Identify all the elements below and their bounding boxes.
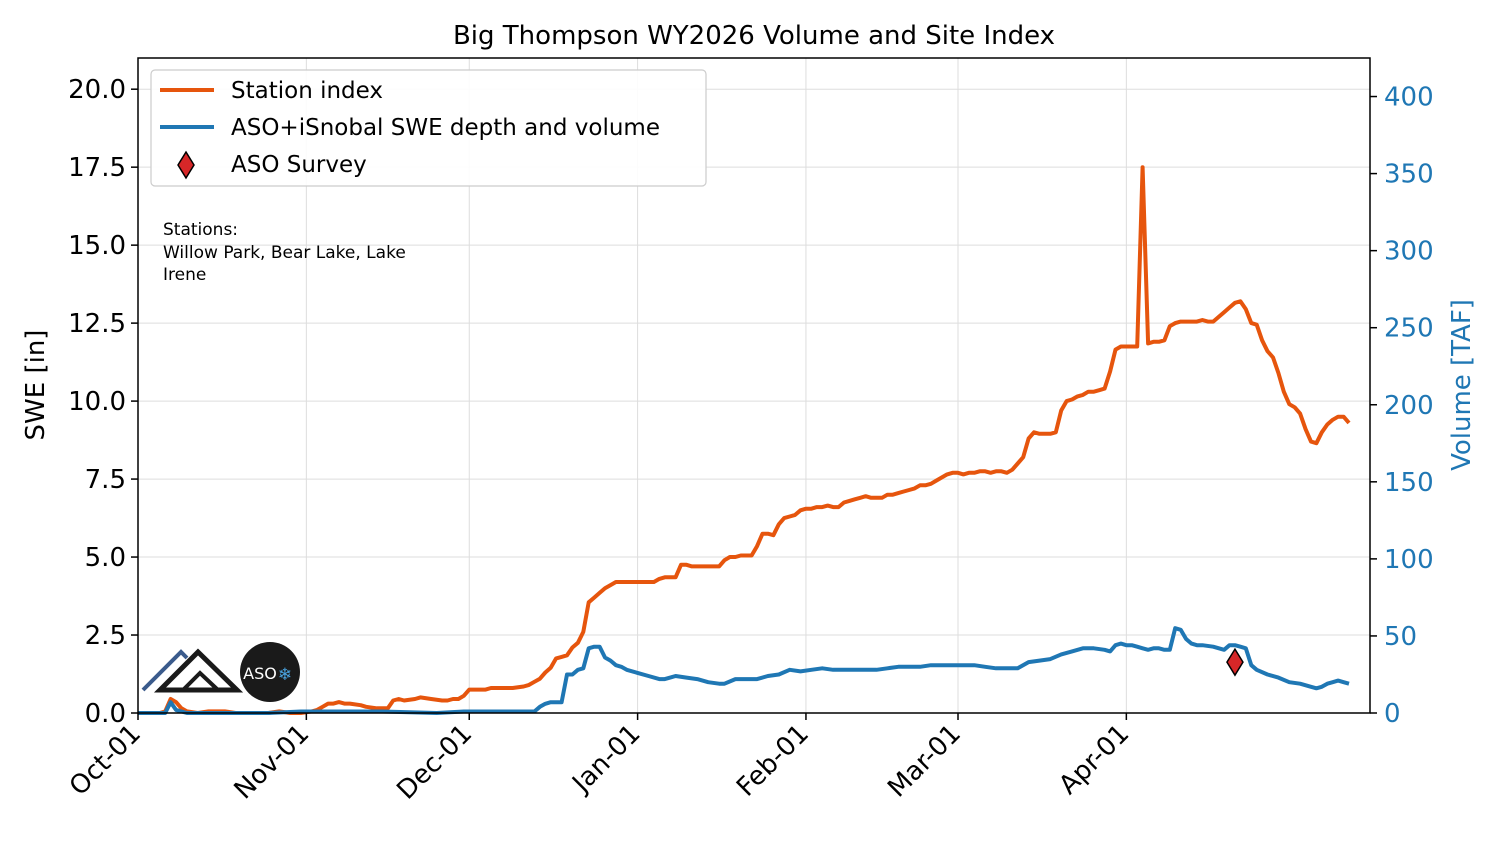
legend-box	[150, 69, 707, 187]
aso-logo-text: ASO	[243, 664, 277, 683]
stations-heading: Stations:	[163, 220, 238, 240]
plot-frame	[137, 57, 1371, 714]
y2-tick-label: 250	[1384, 314, 1434, 344]
legend-label-aso-survey: ASO Survey	[231, 152, 367, 178]
y2-tick-label: 150	[1384, 468, 1434, 498]
y2-tick-label: 200	[1384, 391, 1434, 421]
aso-isnobal-line	[138, 626, 1350, 715]
y2-tick-label: 50	[1384, 622, 1417, 652]
x-tick-label: Dec-01	[391, 719, 478, 806]
stations-line-2: Irene	[163, 265, 206, 285]
x-tick-label: Feb-01	[731, 719, 815, 803]
y2-tick-label: 0	[1384, 699, 1401, 729]
aso-survey-marker	[1226, 647, 1244, 677]
y-tick-label: 15.0	[68, 231, 126, 261]
chart-title: Big Thompson WY2026 Volume and Site Inde…	[453, 21, 1055, 51]
y2-tick-label: 350	[1384, 160, 1434, 190]
legend-swatch-aso-survey	[177, 150, 195, 180]
snowflake-icon: ❄	[278, 665, 292, 685]
x-tick-label: Oct-01	[64, 719, 147, 802]
y2-tick-label: 400	[1384, 83, 1434, 113]
y-tick-label: 20.0	[68, 75, 126, 105]
stations-annotation: Stations: Willow Park, Bear Lake, Lake I…	[163, 220, 406, 285]
x-tick-label: Jan-01	[566, 719, 647, 800]
y-tick-label: 12.5	[68, 309, 126, 339]
legend-label-station-index: Station index	[231, 78, 383, 104]
y-tick-label: 10.0	[68, 387, 126, 417]
y-tick-label: 7.5	[85, 465, 126, 495]
plot-series	[138, 165, 1351, 715]
legend-label-aso-isnobal: ASO+iSnobal SWE depth and volume	[231, 115, 660, 141]
stations-line-1: Willow Park, Bear Lake, Lake	[163, 243, 406, 263]
y-tick-label: 2.5	[85, 621, 126, 651]
x-axis-ticks: Oct-01 Nov-01 Dec-01 Jan-01 Feb-01 Mar-01 Apr-…	[64, 713, 1135, 806]
y-tick-label: 0.0	[85, 699, 126, 729]
mountain-logo-icon	[141, 648, 244, 693]
y-tick-label: 17.5	[68, 153, 126, 183]
x-tick-label: Nov-01	[229, 719, 316, 806]
aso-seal-logo: ASO ❄	[240, 642, 300, 702]
x-tick-label: Apr-01	[1053, 719, 1135, 801]
y-tick-label: 5.0	[85, 543, 126, 573]
y2-axis-ticks: 0 50 100 150 200 250 300 350 400	[1370, 83, 1434, 729]
y2-tick-label: 100	[1384, 545, 1434, 575]
x-tick-label: Mar-01	[882, 719, 967, 804]
legend: Station index ASO+iSnobal SWE depth and …	[150, 69, 707, 187]
y2-axis-label: Volume [TAF]	[1447, 299, 1477, 471]
y-axis-label: SWE [in]	[21, 330, 51, 441]
y2-tick-label: 300	[1384, 237, 1434, 267]
y-axis-ticks: 0.0 2.5 5.0 7.5 10.0 12.5 15.0 17.5 20.0	[68, 75, 138, 729]
station-index-line	[138, 165, 1351, 715]
